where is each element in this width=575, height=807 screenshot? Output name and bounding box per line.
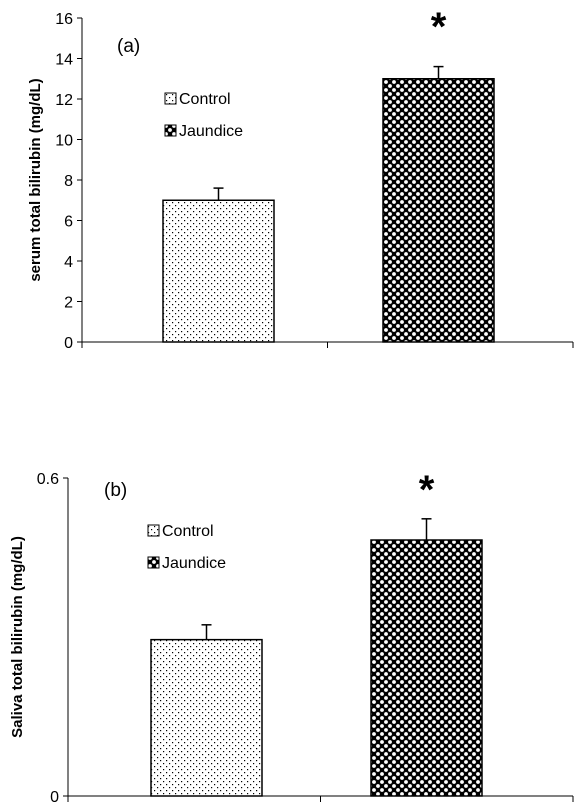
significance-marker: * (431, 5, 447, 49)
y-tick-label: 14 (55, 52, 73, 69)
bar-control (162, 199, 275, 343)
y-axis-label: serum total bilirubin (mg/dL) (27, 78, 44, 281)
legend-swatch-control (147, 524, 160, 537)
panel-a: 0 2 4 6 8 10 12 14 16 serum total bilirubin (mg/d… (27, 5, 574, 352)
legend-swatch-jaundice (147, 556, 160, 569)
legend-label: Jaundice (179, 123, 243, 140)
bar-jaundice (382, 78, 495, 343)
y-tick-label: 6 (64, 214, 73, 231)
legend: Control Jaundice (147, 523, 226, 572)
legend: Control Jaundice (164, 91, 243, 140)
y-tick-label: 0 (64, 335, 73, 352)
y-tick-label: 16 (55, 11, 73, 28)
y-tick-label: 2 (64, 295, 73, 312)
y-axis-label: Saliva total bilirubin (mg/dL) (9, 536, 26, 738)
legend-swatch-control (164, 92, 177, 105)
legend-label: Control (179, 91, 231, 108)
y-tick-label: 10 (55, 133, 73, 150)
significance-marker: * (419, 468, 435, 512)
panel-label: (b) (104, 480, 127, 501)
panel-b: 0 0.6 Saliva total bilirubin (mg/dL) (b) * Co… (9, 468, 574, 806)
legend-swatch-jaundice (164, 124, 177, 137)
legend-label: Control (162, 523, 214, 540)
y-tick-label: 0.6 (37, 471, 59, 488)
y-tick-label: 0 (50, 789, 59, 806)
y-tick-label: 12 (55, 92, 73, 109)
legend-label: Jaundice (162, 555, 226, 572)
y-tick-label: 4 (64, 254, 73, 271)
panel-label: (a) (117, 36, 140, 57)
y-tick-label: 8 (64, 173, 73, 190)
bar-control (150, 638, 263, 797)
bar-jaundice (370, 539, 483, 797)
